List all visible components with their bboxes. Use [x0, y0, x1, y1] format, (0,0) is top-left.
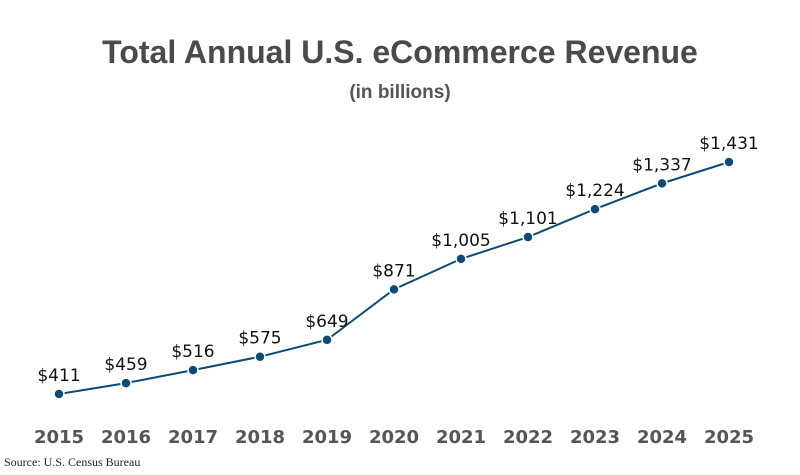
data-point — [187, 364, 199, 376]
data-label: $649 — [305, 312, 348, 332]
data-point — [656, 177, 668, 190]
data-label: $1,224 — [565, 181, 624, 201]
data-label: $1,431 — [699, 134, 758, 154]
x-tick-label: 2017 — [168, 427, 218, 448]
data-label: $575 — [238, 329, 281, 349]
source-note: Source: U.S. Census Bureau — [4, 455, 141, 469]
x-tick-label: 2024 — [637, 427, 687, 448]
x-tick-label: 2021 — [436, 427, 486, 448]
x-tick-label: 2018 — [235, 427, 285, 448]
x-tick-label: 2025 — [704, 427, 754, 448]
data-point — [388, 283, 400, 296]
data-point — [455, 253, 467, 265]
data-label: $411 — [37, 366, 80, 386]
data-label: $871 — [372, 261, 415, 281]
x-tick-label: 2015 — [34, 427, 84, 448]
x-tick-label: 2020 — [369, 427, 419, 448]
data-point — [53, 388, 65, 400]
data-label: $1,005 — [431, 231, 490, 251]
data-label: $1,337 — [632, 155, 691, 175]
data-point — [254, 350, 266, 363]
data-label: $1,101 — [498, 209, 557, 229]
data-label: $516 — [171, 342, 214, 362]
x-tick-label: 2016 — [101, 427, 151, 448]
data-point — [120, 377, 132, 389]
data-point — [589, 203, 601, 215]
data-point — [522, 231, 534, 243]
x-tick-label: 2022 — [503, 427, 553, 448]
x-tick-label: 2023 — [570, 427, 620, 448]
chart-title: Total Annual U.S. eCommerce Revenue — [102, 34, 698, 70]
data-point — [321, 334, 333, 346]
data-point — [723, 156, 735, 168]
x-tick-label: 2019 — [302, 427, 352, 448]
chart-subtitle: (in billions) — [349, 82, 451, 103]
data-label: $459 — [104, 355, 147, 375]
